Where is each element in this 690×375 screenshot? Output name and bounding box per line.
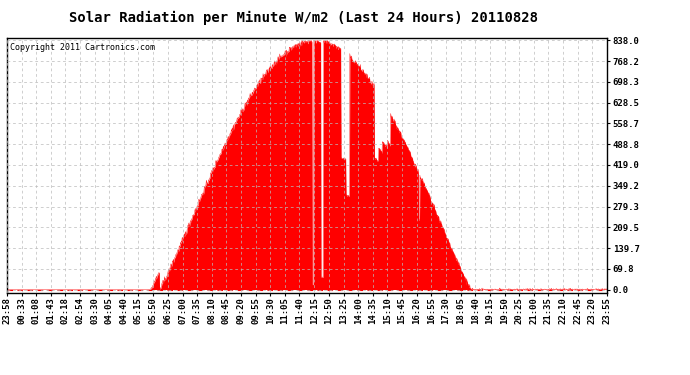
Text: Solar Radiation per Minute W/m2 (Last 24 Hours) 20110828: Solar Radiation per Minute W/m2 (Last 24…	[69, 11, 538, 26]
Text: Copyright 2011 Cartronics.com: Copyright 2011 Cartronics.com	[10, 43, 155, 52]
